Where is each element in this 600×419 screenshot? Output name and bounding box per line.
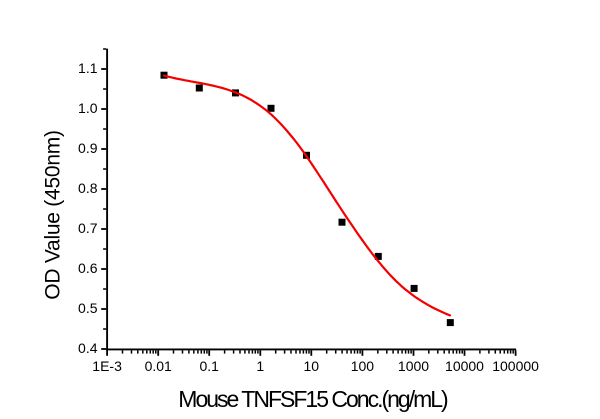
svg-text:1: 1 (256, 358, 264, 374)
svg-text:1000: 1000 (398, 358, 429, 374)
svg-text:0.8: 0.8 (78, 180, 98, 196)
svg-text:0.01: 0.01 (145, 358, 172, 374)
svg-text:Mouse TNFSF15 Conc.(ng/mL): Mouse TNFSF15 Conc.(ng/mL) (178, 386, 448, 412)
svg-text:100: 100 (351, 358, 375, 374)
svg-text:100000: 100000 (492, 358, 539, 374)
svg-text:10000: 10000 (445, 358, 484, 374)
svg-text:0.5: 0.5 (78, 300, 98, 316)
svg-text:0.9: 0.9 (78, 140, 98, 156)
svg-text:1E-3: 1E-3 (92, 358, 122, 374)
svg-text:0.7: 0.7 (78, 220, 98, 236)
svg-text:1.1: 1.1 (78, 60, 98, 76)
svg-text:0.4: 0.4 (78, 340, 98, 356)
svg-text:10: 10 (304, 358, 320, 374)
svg-text:OD Value (450nm): OD Value (450nm) (42, 130, 65, 300)
svg-text:0.1: 0.1 (199, 358, 219, 374)
svg-text:0.6: 0.6 (78, 260, 98, 276)
svg-text:1.0: 1.0 (78, 100, 98, 116)
